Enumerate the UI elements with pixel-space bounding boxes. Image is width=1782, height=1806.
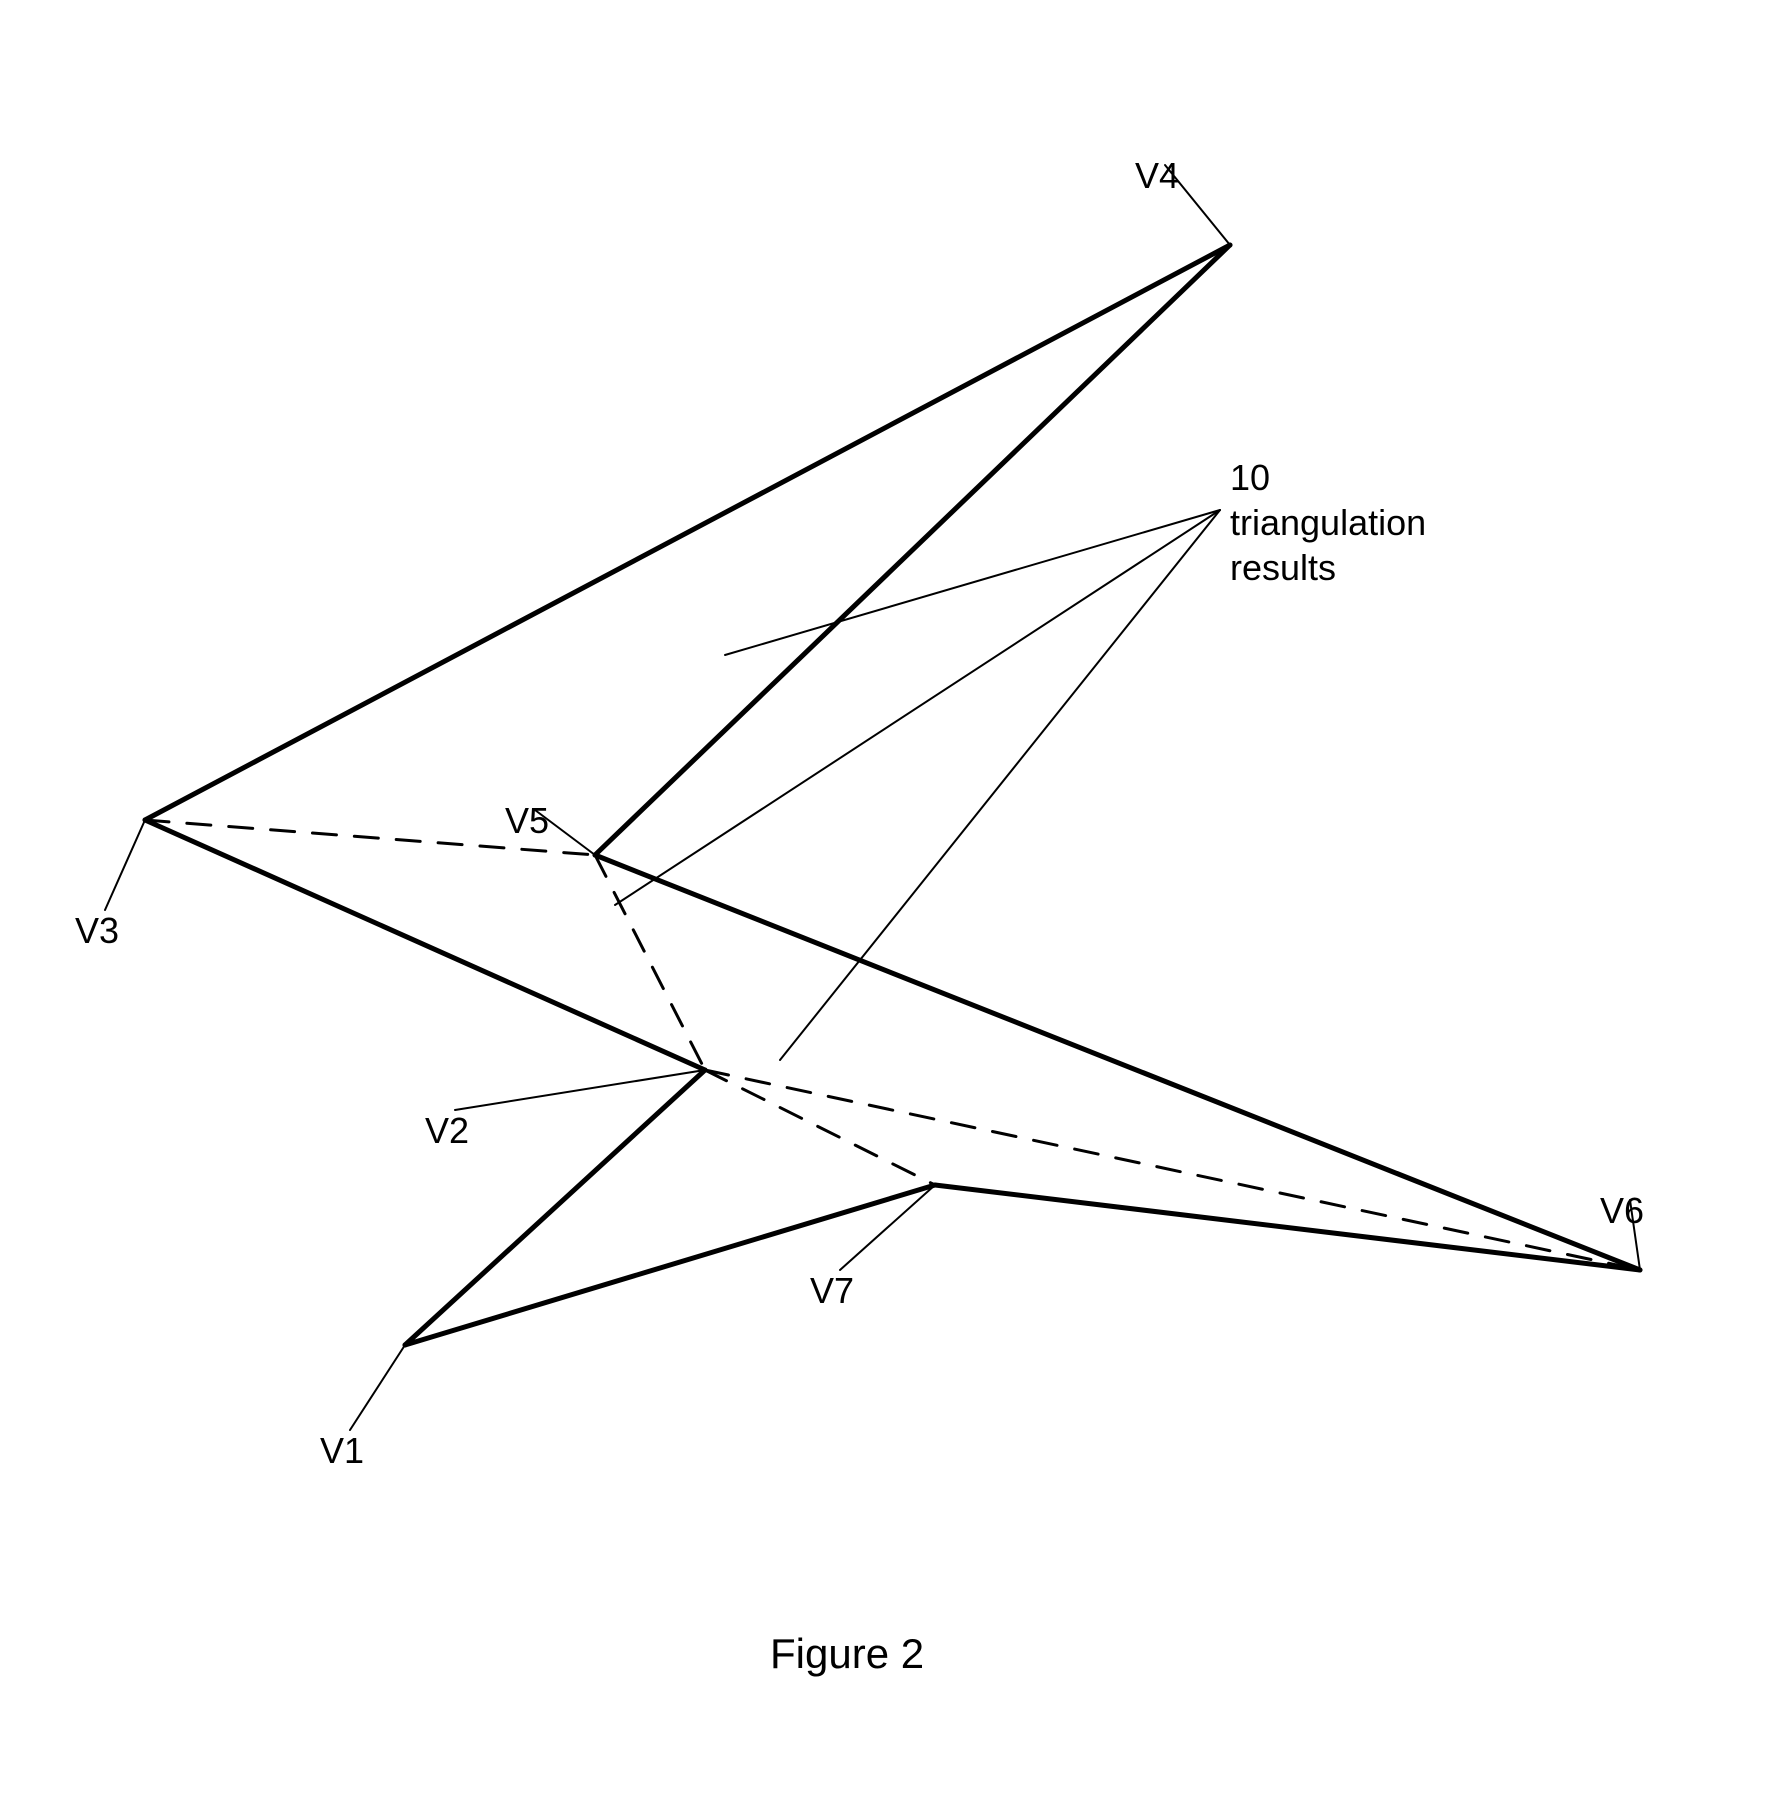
edge-v3-v4 [145, 245, 1230, 820]
vertex-label-v7: V7 [810, 1270, 854, 1312]
edge-v4-v5 [595, 245, 1230, 855]
diagram-canvas [0, 0, 1782, 1806]
annotation-leader-1 [615, 510, 1220, 905]
triangulation-edge-v2-v7 [705, 1070, 935, 1185]
edge-v7-v1 [405, 1185, 935, 1345]
annotation-text: 10 triangulation results [1230, 455, 1426, 590]
triangulation-edge-v5-v2 [595, 855, 705, 1070]
annotation-leader-0 [725, 510, 1220, 655]
vertex-label-v2: V2 [425, 1110, 469, 1152]
vertex-label-v6: V6 [1600, 1190, 1644, 1232]
edge-v2-v3 [145, 820, 705, 1070]
leader-line-v3 [105, 820, 145, 910]
vertex-label-v4: V4 [1135, 155, 1179, 197]
vertex-label-v5: V5 [505, 800, 549, 842]
figure-caption: Figure 2 [770, 1630, 924, 1678]
vertex-label-v1: V1 [320, 1430, 364, 1472]
triangulation-edge-v2-v6 [705, 1070, 1640, 1270]
vertex-label-v3: V3 [75, 910, 119, 952]
leader-line-v1 [350, 1345, 405, 1430]
annotation-leader-2 [780, 510, 1220, 1060]
